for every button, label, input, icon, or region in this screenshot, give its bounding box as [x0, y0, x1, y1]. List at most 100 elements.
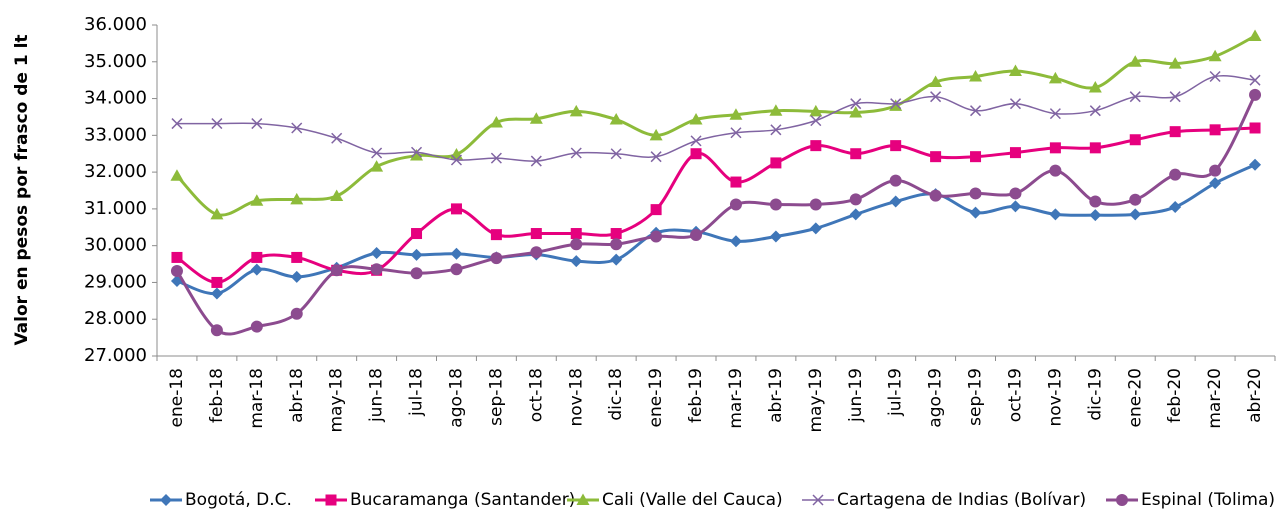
marker [450, 247, 463, 260]
legend-label: Bucaramanga (Santander) [350, 490, 575, 510]
marker [1208, 49, 1222, 62]
x-tick-label: oct-18 [526, 368, 546, 422]
marker [1129, 208, 1142, 221]
marker [690, 148, 702, 160]
marker [729, 235, 742, 248]
marker [770, 157, 782, 169]
marker [1168, 57, 1182, 69]
x-tick-label: nov-18 [566, 368, 586, 427]
marker [609, 113, 623, 125]
marker [930, 91, 942, 103]
marker [1129, 193, 1142, 206]
marker [969, 206, 982, 219]
marker [849, 193, 862, 206]
marker [729, 108, 743, 120]
marker [1169, 168, 1182, 181]
y-axis-title: Valor en pesos por frasco de 1 lt [12, 34, 32, 345]
marker [370, 247, 383, 260]
legend-label: Cartagena de Indias (Bolívar) [837, 490, 1086, 510]
x-tick-label: mar-20 [1205, 368, 1225, 429]
marker [650, 230, 663, 243]
x-tick-label: may-19 [806, 368, 826, 433]
x-tick-label: abr-19 [766, 368, 786, 423]
marker [290, 307, 303, 320]
series-line [176, 75, 1256, 162]
x-tick-label: jul-18 [407, 368, 427, 417]
x-tick-label: jun-19 [846, 368, 866, 423]
x-tick-label: feb-19 [686, 368, 706, 423]
marker [969, 69, 983, 82]
marker [809, 198, 822, 211]
series-line [175, 94, 1257, 336]
marker [809, 222, 822, 235]
marker [610, 148, 622, 160]
x-tick-label: dic-18 [606, 368, 626, 421]
marker [331, 132, 343, 144]
marker [490, 152, 502, 164]
marker [1128, 55, 1142, 67]
marker [1009, 200, 1022, 213]
x-tick-label: mar-18 [247, 368, 267, 429]
marker [649, 128, 663, 141]
marker [690, 135, 702, 147]
marker [1116, 494, 1128, 506]
marker [1209, 177, 1222, 190]
marker [889, 99, 903, 111]
marker [570, 238, 583, 251]
y-tick-label: 34.000 [84, 88, 147, 109]
marker [1009, 98, 1021, 110]
marker [570, 255, 583, 268]
marker [1209, 164, 1222, 177]
marker [970, 151, 982, 163]
marker [410, 248, 423, 261]
y-tick-label: 28.000 [84, 308, 147, 329]
x-tick-label: abr-18 [287, 368, 307, 423]
marker [1169, 91, 1181, 103]
x-tick-label: ago-18 [446, 368, 466, 428]
marker [809, 104, 823, 117]
marker [969, 187, 982, 200]
x-tick-label: jul-19 [886, 368, 906, 417]
marker [812, 494, 824, 506]
marker [930, 151, 942, 163]
x-tick-label: ago-19 [926, 368, 946, 428]
y-tick-label: 36.000 [84, 14, 147, 35]
marker [1209, 124, 1221, 136]
marker [489, 115, 503, 128]
marker [610, 228, 622, 240]
marker [650, 204, 662, 216]
marker [890, 98, 902, 110]
marker [1088, 81, 1102, 93]
marker [411, 146, 423, 158]
marker [970, 105, 982, 117]
marker [810, 140, 822, 152]
marker [371, 147, 383, 159]
y-tick-label: 35.000 [84, 51, 147, 72]
legend-label: Bogotá, D.C. [185, 490, 292, 510]
y-tick-label: 30.000 [84, 235, 147, 256]
x-tick-label: feb-20 [1165, 368, 1185, 423]
marker [1249, 74, 1261, 86]
marker [1169, 126, 1181, 138]
marker [929, 75, 943, 88]
marker [530, 228, 542, 240]
marker [889, 195, 902, 208]
marker [1089, 209, 1102, 222]
marker [290, 192, 304, 205]
marker [210, 287, 223, 300]
y-tick-label: 27.000 [84, 345, 147, 366]
marker [291, 122, 303, 134]
marker [850, 98, 862, 110]
marker [211, 276, 223, 288]
marker [730, 176, 742, 188]
marker [330, 189, 344, 202]
marker [1009, 187, 1022, 200]
marker [1248, 29, 1262, 42]
marker [251, 118, 263, 130]
marker [250, 320, 263, 333]
marker [210, 324, 223, 337]
marker [1009, 147, 1021, 159]
marker [576, 493, 590, 505]
marker [250, 194, 264, 206]
